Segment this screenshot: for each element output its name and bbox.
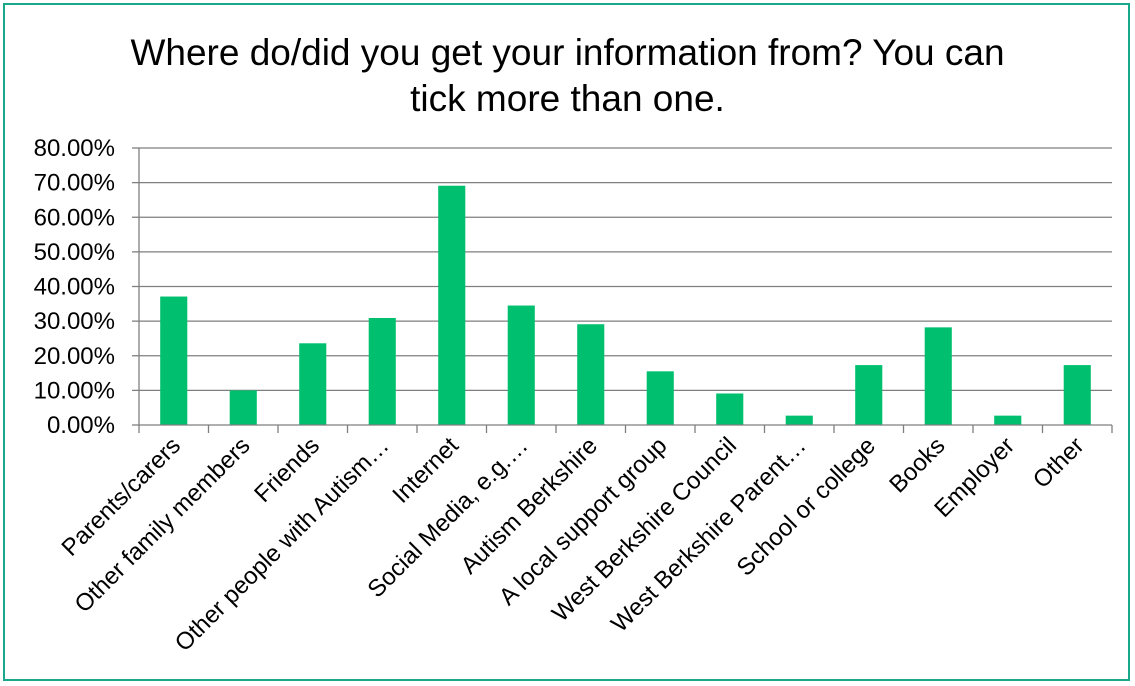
bar: [299, 343, 327, 425]
y-tick-label: 0.00%: [47, 412, 115, 439]
bar: [438, 185, 466, 425]
chart-title-line-1: Where do/did you get your information fr…: [130, 32, 1005, 73]
y-tick-label: 30.00%: [34, 308, 115, 335]
y-tick-label: 20.00%: [34, 343, 115, 370]
axes: [132, 147, 1113, 433]
gridlines: [139, 147, 1112, 392]
bar: [994, 415, 1022, 425]
x-tick-label: Books: [884, 432, 950, 498]
x-tick-label: Parents/carers: [57, 432, 186, 561]
bar: [785, 415, 813, 425]
bar: [507, 305, 535, 425]
y-tick-label: 70.00%: [34, 170, 115, 197]
bar: [368, 318, 396, 425]
bar: [1063, 365, 1091, 425]
bar: [855, 365, 883, 425]
x-tick-label: Other: [1028, 432, 1090, 494]
bar: [577, 324, 605, 425]
bar: [716, 393, 744, 425]
bar: [924, 327, 952, 425]
y-tick-label: 80.00%: [34, 135, 115, 162]
bars: [160, 185, 1091, 425]
y-tick-label: 50.00%: [34, 239, 115, 266]
bar: [646, 371, 674, 425]
chart-title-line-2: tick more than one.: [410, 78, 725, 119]
y-axis-tick-labels: 0.00% 10.00% 20.00% 30.00% 40.00% 50.00% 60.00…: [34, 135, 115, 439]
y-tick-label: 40.00%: [34, 274, 115, 301]
y-tick-label: 10.00%: [34, 377, 115, 404]
y-tick-label: 60.00%: [34, 204, 115, 231]
bar: [229, 390, 257, 425]
chart-title: Where do/did you get your information fr…: [0, 30, 1135, 122]
bar: [160, 296, 188, 425]
